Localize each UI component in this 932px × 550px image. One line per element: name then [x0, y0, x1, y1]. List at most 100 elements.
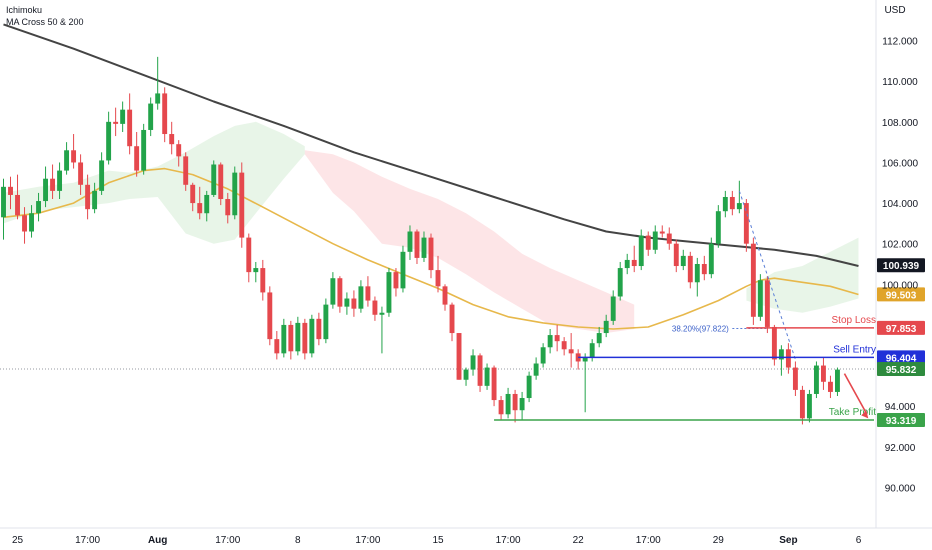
candle-body [127, 109, 133, 147]
x-tick-label: 6 [856, 535, 862, 546]
y-tick-label: 112.000 [882, 37, 918, 48]
stop-loss-price-badge [877, 320, 925, 335]
candle-body [463, 369, 469, 380]
take-profit-price-label: 93.319 [886, 416, 917, 427]
candle-body [78, 162, 84, 185]
indicator-label-ma-cross[interactable]: MA Cross 50 & 200 [6, 17, 84, 27]
candle-body [169, 134, 175, 145]
stop-loss-price-label: 97.853 [886, 324, 917, 335]
candle-body [190, 184, 196, 204]
candle-body [708, 243, 714, 275]
candle-body [8, 186, 13, 195]
candle-body [750, 243, 756, 317]
candle-body [57, 170, 63, 191]
candle-body [505, 393, 511, 415]
x-tick-label: Sep [779, 535, 797, 546]
candle-body [218, 164, 224, 200]
x-tick-label: 17:00 [215, 535, 240, 546]
candle-body [183, 156, 189, 185]
candle-body [603, 320, 609, 334]
y-tick-label: 90.000 [885, 483, 916, 494]
candle-body [407, 231, 413, 252]
candle-body [239, 172, 245, 238]
ichimoku-cloud-bullish [3, 121, 305, 244]
candle-body [162, 93, 168, 135]
x-tick-label: Aug [148, 535, 167, 546]
indicator-label-ichimoku[interactable]: Ichimoku [6, 5, 43, 15]
candle-body [617, 268, 623, 297]
y-tick-label: 104.000 [882, 199, 919, 210]
candle-body [694, 264, 700, 283]
price-badge-0 [877, 258, 925, 273]
candle-body [624, 259, 630, 269]
x-tick-label: 17:00 [75, 535, 100, 546]
candle-body [337, 278, 343, 307]
candle-body [806, 393, 812, 419]
candle-body [589, 343, 595, 358]
candle-body [50, 178, 56, 191]
candle-body [512, 393, 518, 411]
candle-body [435, 270, 441, 287]
candle-body [232, 172, 238, 216]
candle-body [372, 300, 378, 315]
price-badge-label-0: 100.939 [883, 261, 920, 272]
candle-body [148, 103, 154, 130]
candle-body [393, 272, 399, 289]
y-tick-label: 94.000 [885, 402, 916, 413]
candle-body [736, 203, 742, 210]
candle-body [211, 164, 217, 195]
candle-body [470, 355, 476, 370]
candle-body [120, 109, 126, 124]
candle-body [547, 335, 553, 348]
candle-body [456, 333, 462, 380]
candle-body [554, 335, 560, 342]
candle-body [22, 215, 27, 232]
price-badge-1 [877, 287, 925, 302]
candle-body [757, 280, 763, 317]
candle-body [498, 400, 504, 415]
price-badge-label-2: 95.832 [886, 365, 917, 376]
candle-body [799, 389, 805, 419]
candle-body [36, 201, 41, 214]
candle-body [330, 278, 336, 305]
candle-body [141, 129, 147, 171]
candle-body [323, 304, 329, 340]
candle-body [820, 365, 826, 382]
take-profit-price-badge [877, 412, 925, 427]
candle-body [785, 349, 791, 368]
candle-body [302, 322, 308, 354]
candle-body [106, 121, 112, 161]
candle-body [260, 268, 266, 293]
candle-body [526, 375, 532, 399]
candle-body [631, 259, 637, 267]
candle-body [267, 292, 273, 340]
candle-body [113, 121, 119, 124]
candle-body [638, 235, 644, 267]
candle-body [99, 160, 105, 191]
candle-body [792, 367, 798, 390]
candle-body [673, 243, 679, 267]
candle-body [491, 367, 497, 401]
x-tick-label: 17:00 [496, 535, 521, 546]
candle-body [701, 264, 707, 275]
candle-body [92, 190, 98, 210]
candle-body [680, 255, 686, 267]
candle-body [519, 398, 525, 411]
candle-body [442, 286, 448, 305]
candle-body [358, 286, 364, 309]
candle-body [64, 150, 70, 171]
stop-loss-text: Stop Loss [832, 315, 876, 326]
candle-body [365, 286, 371, 301]
x-tick-label: 29 [713, 535, 725, 546]
candle-body [715, 211, 721, 244]
candle-body [477, 355, 483, 386]
y-tick-label: 110.000 [882, 77, 918, 88]
candle-body [659, 231, 665, 234]
candle-body [743, 203, 749, 244]
sell-entry-price-badge [877, 350, 925, 365]
candle-body [666, 233, 672, 244]
candle-body [379, 312, 385, 315]
fib-label: 38.20%(97.822) [672, 325, 729, 334]
candle-body [197, 203, 203, 214]
